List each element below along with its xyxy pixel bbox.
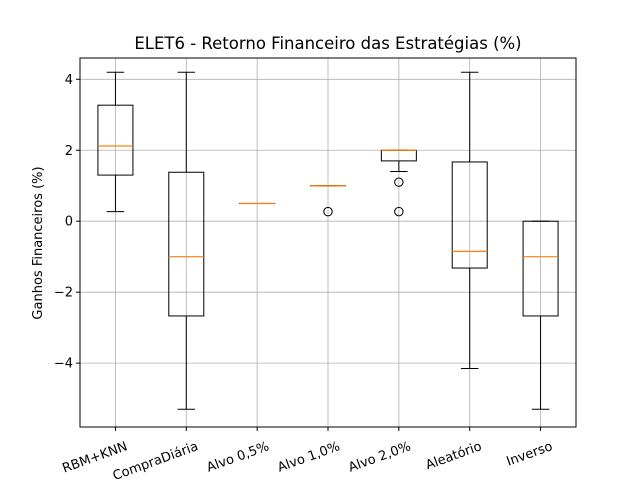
iqr-box [451, 161, 488, 269]
boxplot-series [97, 71, 559, 410]
y-tick-label: 4 [65, 73, 73, 88]
box-group-3 [310, 185, 346, 217]
box-group-0 [97, 71, 134, 213]
box-group-1 [168, 71, 205, 410]
box-group-4 [380, 149, 417, 217]
y-tick-label: −4 [54, 357, 73, 372]
box-group-6 [522, 220, 559, 410]
outlier-point [394, 177, 404, 187]
chart-title: ELET6 - Retorno Financeiro das Estratégi… [134, 34, 521, 53]
outlier-point [323, 206, 333, 217]
outlier-point [394, 206, 404, 217]
y-axis-label: Ganhos Financeiros (%) [31, 166, 46, 319]
box-group-5 [451, 71, 488, 369]
y-tick-label: 0 [65, 215, 73, 230]
iqr-box [168, 171, 205, 317]
y-tick-label: 2 [65, 144, 73, 159]
iqr-box [522, 220, 559, 317]
iqr-box [97, 104, 134, 176]
y-tick-label: −2 [54, 286, 73, 301]
